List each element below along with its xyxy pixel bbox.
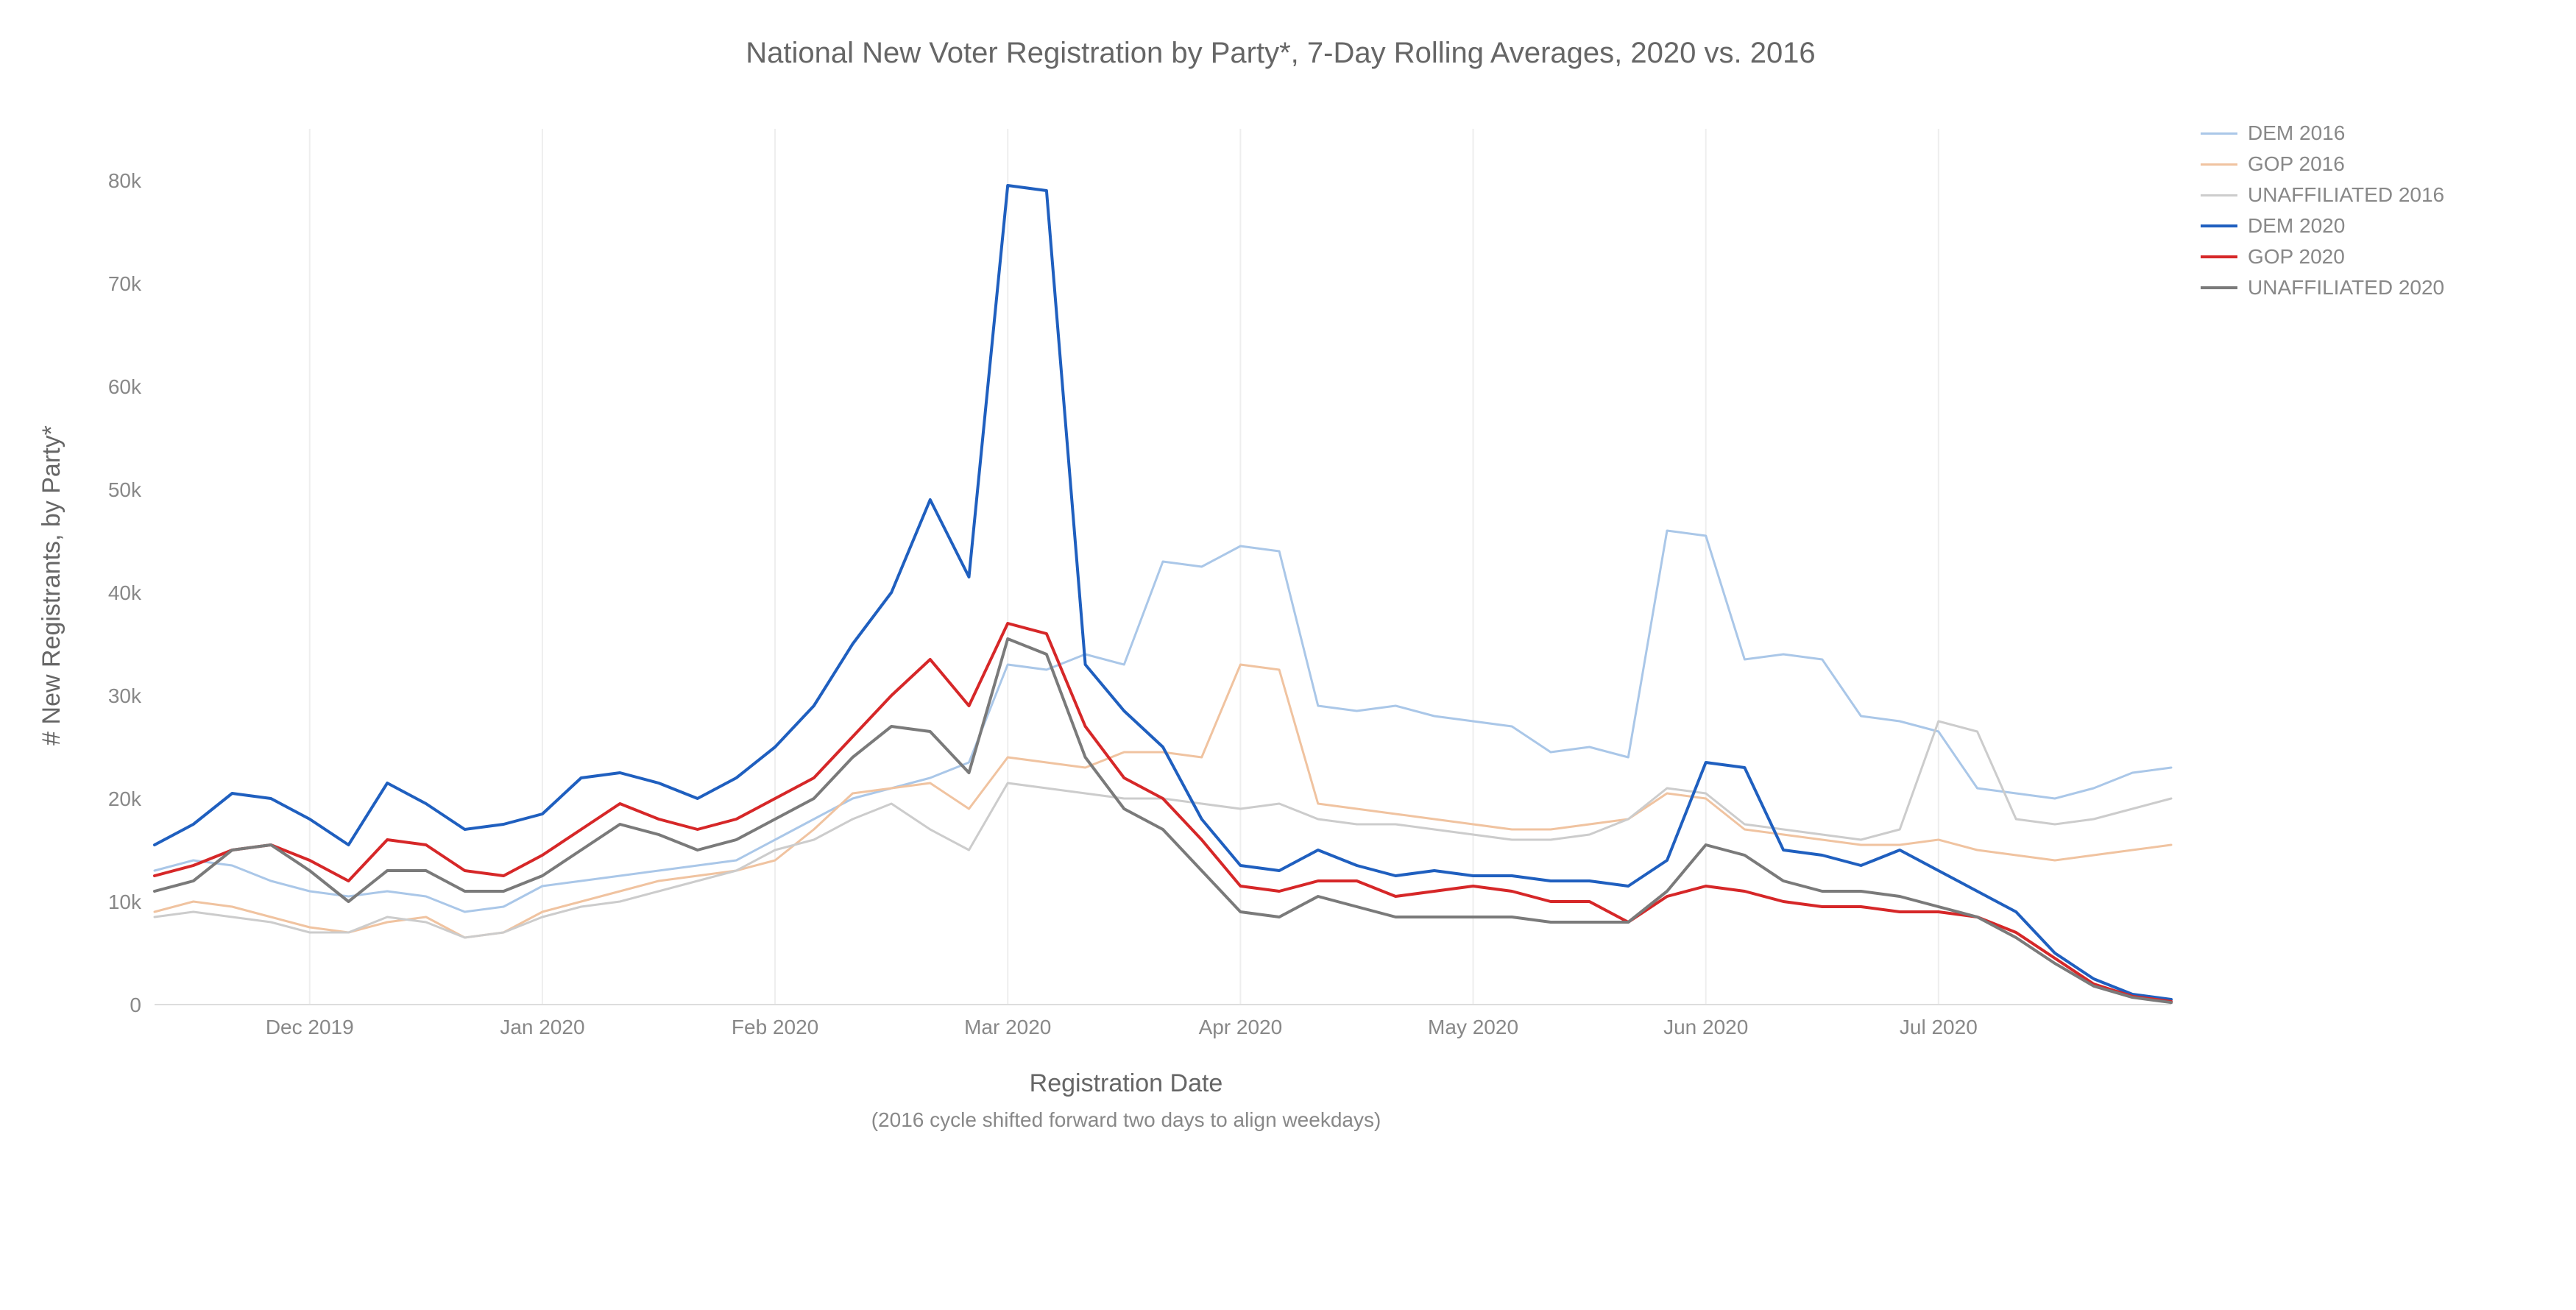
y-tick-label: 40k <box>108 581 142 604</box>
x-tick-label: Feb 2020 <box>732 1016 818 1038</box>
legend-swatch <box>2201 163 2237 166</box>
legend-swatch <box>2201 255 2237 258</box>
x-axis-label: Registration Date <box>74 1069 2179 1098</box>
y-axis-label-column: # New Registrants, by Party* <box>29 114 74 1056</box>
plot-column: Dec 2019 Jan 2020 Feb 2020 Mar 2020 Apr 2020… <box>74 114 2179 1132</box>
legend-label: GOP 2016 <box>2248 152 2345 176</box>
legend-label: DEM 2020 <box>2248 214 2345 238</box>
legend-label: UNAFFILIATED 2016 <box>2248 183 2444 207</box>
line-chart-svg: Dec 2019 Jan 2020 Feb 2020 Mar 2020 Apr 2020… <box>74 114 2179 1056</box>
legend-label: DEM 2016 <box>2248 121 2345 145</box>
y-axis-label: # New Registrants, by Party* <box>38 425 66 746</box>
chart-title: National New Voter Registration by Party… <box>29 37 2532 70</box>
x-tick-label: Jul 2020 <box>1900 1016 1978 1038</box>
legend-swatch <box>2201 224 2237 227</box>
y-tick-label: 60k <box>108 375 142 398</box>
y-tick-label: 10k <box>108 891 142 913</box>
chart-subcaption: (2016 cycle shifted forward two days to … <box>74 1108 2179 1132</box>
legend-label: UNAFFILIATED 2020 <box>2248 276 2444 300</box>
legend-item-gop2020[interactable]: GOP 2020 <box>2201 245 2510 269</box>
x-tick-label: Apr 2020 <box>1199 1016 1283 1038</box>
legend-item-gop2016[interactable]: GOP 2016 <box>2201 152 2510 176</box>
y-tick-label: 80k <box>108 169 142 192</box>
legend-swatch <box>2201 286 2237 289</box>
legend-swatch <box>2201 194 2237 196</box>
legend-swatch <box>2201 132 2237 135</box>
legend-item-dem2020[interactable]: DEM 2020 <box>2201 214 2510 238</box>
y-tick-label: 70k <box>108 272 142 295</box>
chart-body-row: # New Registrants, by Party* Dec 2019 Jan… <box>29 114 2532 1132</box>
legend-item-unaff2016[interactable]: UNAFFILIATED 2016 <box>2201 183 2510 207</box>
x-tick-label: Jun 2020 <box>1663 1016 1748 1038</box>
x-tick-label: Dec 2019 <box>266 1016 354 1038</box>
x-tick-label: May 2020 <box>1428 1016 1518 1038</box>
legend-label: GOP 2020 <box>2248 245 2345 269</box>
caption-column: Registration Date (2016 cycle shifted fo… <box>74 1069 2179 1132</box>
chart-container: National New Voter Registration by Party… <box>0 0 2576 1310</box>
y-tick-label: 20k <box>108 787 142 810</box>
legend-item-unaff2020[interactable]: UNAFFILIATED 2020 <box>2201 276 2510 300</box>
y-tick-label: 0 <box>130 994 141 1016</box>
legend: DEM 2016 GOP 2016 UNAFFILIATED 2016 DEM 202… <box>2179 114 2510 307</box>
y-tick-label: 30k <box>108 684 142 707</box>
x-tick-label: Jan 2020 <box>500 1016 584 1038</box>
x-tick-label: Mar 2020 <box>964 1016 1051 1038</box>
legend-item-dem2016[interactable]: DEM 2016 <box>2201 121 2510 145</box>
y-tick-label: 50k <box>108 478 142 501</box>
